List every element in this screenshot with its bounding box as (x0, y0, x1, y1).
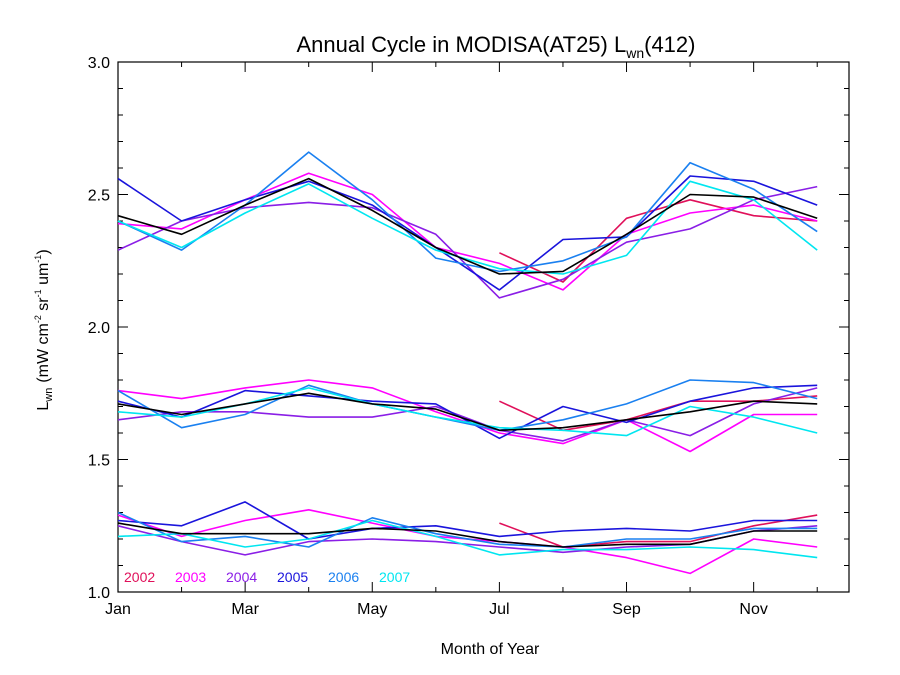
y-tick-label: 2.0 (88, 320, 110, 337)
plot-frame (117, 61, 850, 593)
x-tick-label: Jan (105, 601, 131, 618)
series-line (117, 379, 818, 432)
series-line (117, 501, 818, 540)
y-tick-label: 3.0 (88, 55, 110, 72)
y-tick-label: 1.0 (88, 585, 110, 602)
x-tick-label: Nov (739, 601, 767, 618)
series-line (499, 514, 818, 548)
series-line (117, 175, 818, 291)
x-tick-label: Mar (231, 601, 259, 618)
series-lines (117, 151, 818, 575)
series-line (117, 180, 818, 275)
x-tick-label: Sep (612, 601, 641, 618)
y-label-exp-3: -1 (33, 255, 43, 263)
y-label-sr: sr (35, 297, 52, 315)
y-axis-label: Lwn(mW cm-2 sr-1 um-1) (33, 249, 55, 410)
legend: 2002 2003 2004 2005 2006 2007 (124, 569, 410, 585)
chart-title-tail: (412) (644, 32, 695, 57)
series-line (117, 185, 818, 299)
series-line (117, 379, 818, 453)
chart-title-main: Annual Cycle in MODISA(AT25) L (297, 32, 627, 57)
legend-entry: 2004 (226, 569, 257, 585)
legend-entry: 2005 (277, 569, 308, 585)
y-label-um: um (35, 263, 52, 290)
x-tick-label: Jul (489, 601, 509, 618)
y-tick-label: 2.5 (88, 188, 110, 205)
y-label-units: (mW cm (35, 323, 52, 383)
legend-entry: 2006 (328, 569, 359, 585)
y-label-exp-1: -2 (33, 315, 43, 323)
y-label-exp-2: -1 (33, 289, 43, 297)
x-tick-label: May (357, 601, 387, 618)
series-line (117, 151, 818, 273)
series-line (117, 172, 818, 291)
x-axis: Jan Mar May Jul Sep Nov (105, 62, 818, 618)
series-line (117, 387, 818, 442)
series-line (117, 384, 818, 440)
x-axis-label: Month of Year (441, 641, 540, 658)
legend-entry: 2003 (175, 569, 206, 585)
legend-entry: 2002 (124, 569, 155, 585)
series-line (117, 511, 818, 548)
series-line (117, 522, 818, 548)
y-label-main: L (35, 402, 52, 411)
series-line (117, 392, 818, 432)
y-tick-label: 1.5 (88, 453, 110, 470)
series-line (499, 395, 818, 432)
y-axis: 1.0 1.5 2.0 2.5 3.0 (88, 55, 849, 602)
y-label-subscript: wn (43, 388, 55, 403)
series-line (499, 199, 818, 283)
chart-title: Annual Cycle in MODISA(AT25) Lwn(412) (297, 32, 696, 61)
chart-title-subscript: wn (625, 45, 644, 61)
legend-entry: 2007 (379, 569, 410, 585)
series-line (117, 519, 818, 559)
y-label-close: ) (35, 249, 52, 254)
series-line (117, 177, 818, 275)
